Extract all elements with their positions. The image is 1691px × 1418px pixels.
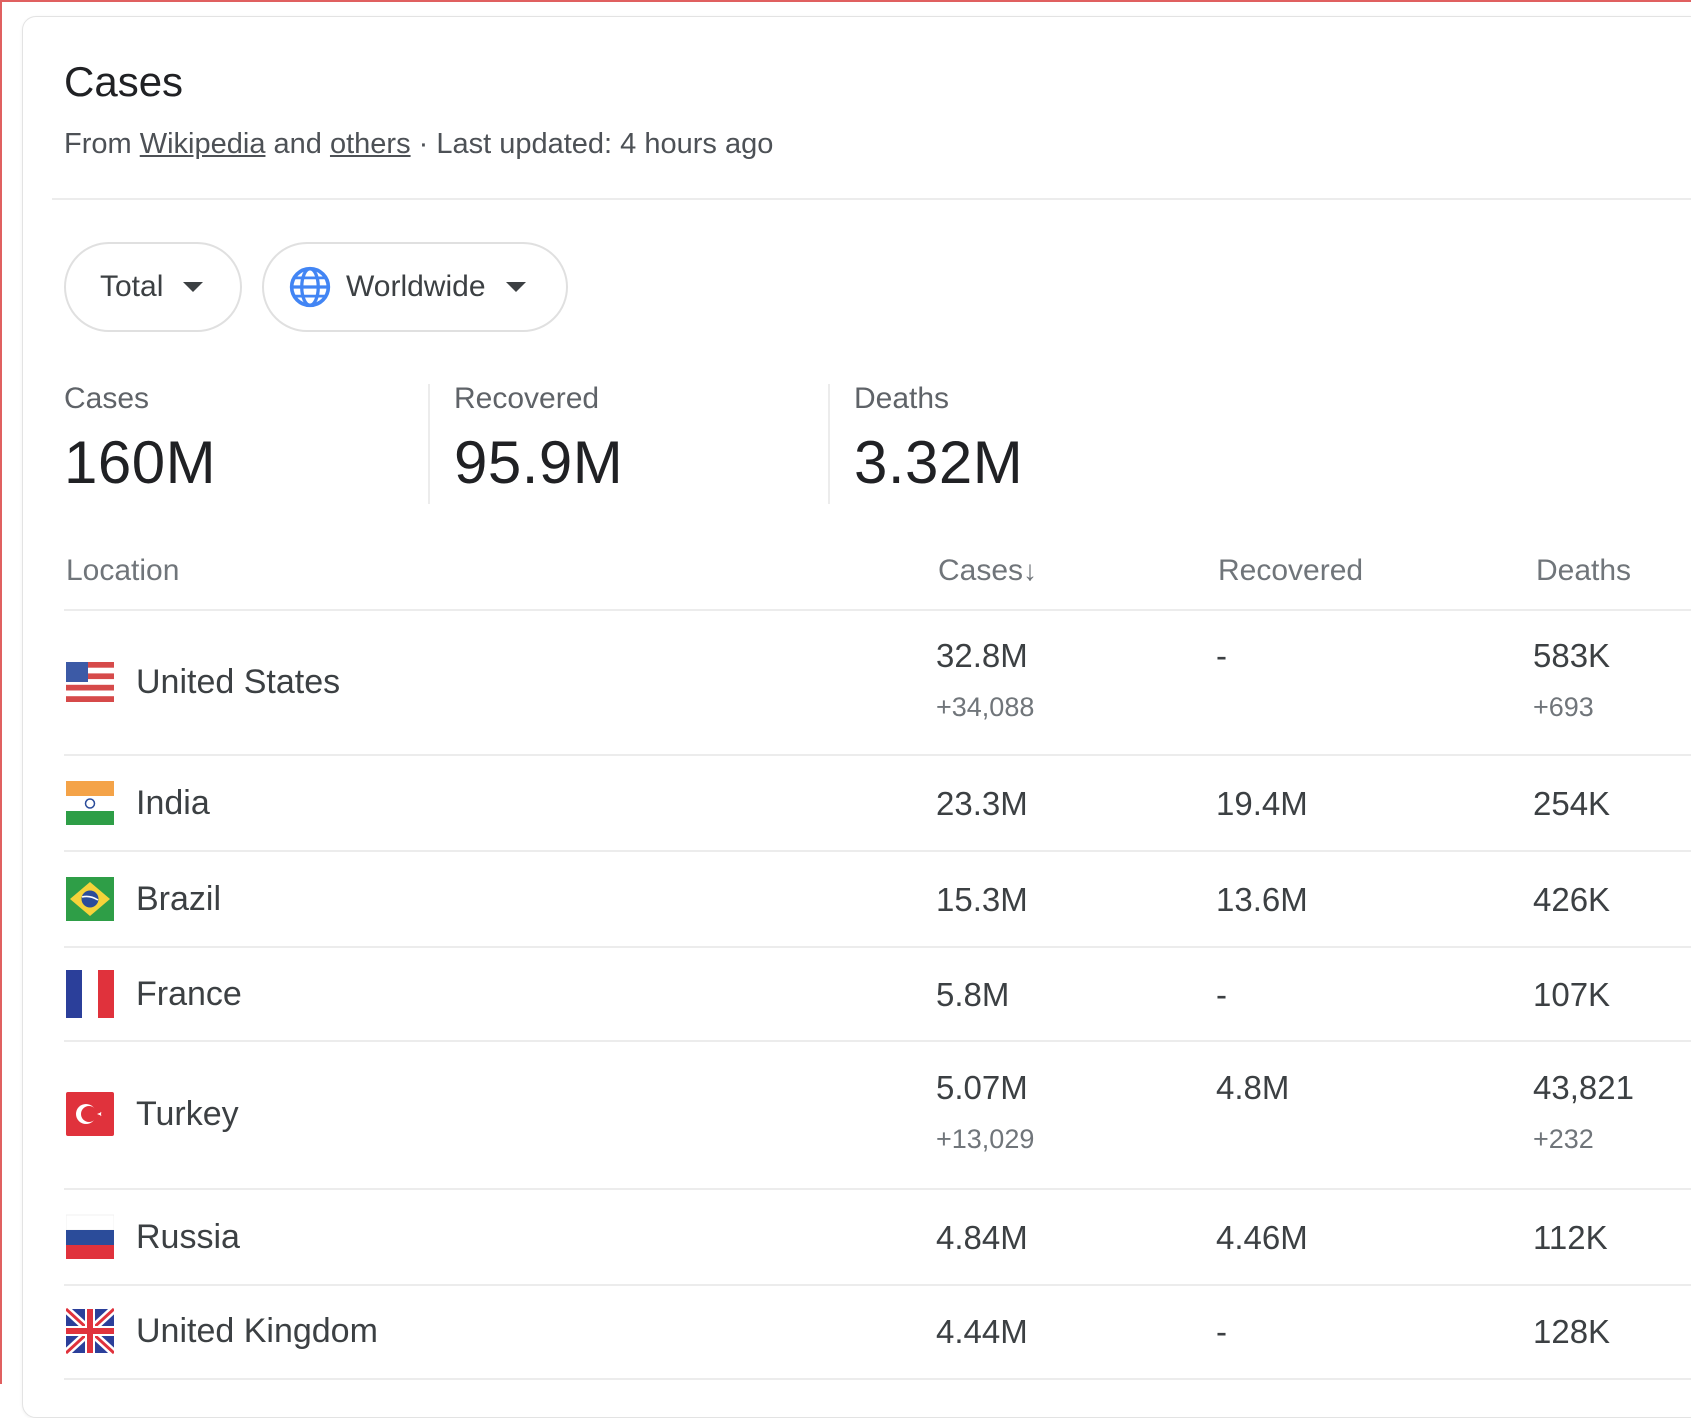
column-header-cases[interactable]: Cases↓ — [938, 554, 1037, 588]
location-name: India — [136, 784, 210, 822]
cases-value: 15.3M — [936, 881, 1028, 918]
cases-delta: +13,029 — [936, 1124, 1035, 1154]
wikipedia-link[interactable]: Wikipedia — [139, 128, 266, 160]
source-line: From Wikipedia and others · Last updated… — [64, 128, 773, 161]
cases-value: 5.07M — [936, 1069, 1028, 1106]
row-divider — [64, 609, 1691, 611]
frame-top-border — [0, 0, 1691, 2]
total-cases-stat: Cases 160M — [64, 382, 216, 497]
table-row[interactable]: United States 32.8M +34,088 - 583K +693 — [0, 611, 1691, 754]
location-name: Russia — [136, 1218, 240, 1256]
caret-down-icon — [505, 282, 526, 292]
recovered-value: 19.4M — [1216, 785, 1308, 822]
location-name: United States — [136, 663, 341, 701]
deaths-value: 426K — [1533, 881, 1611, 918]
cases-value: 5.8M — [936, 976, 1010, 1013]
cases-value: 4.44M — [936, 1313, 1028, 1350]
table-row[interactable]: Turkey 5.07M +13,029 4.8M 43,821 +232 — [0, 1042, 1691, 1188]
column-header-cases-label: Cases — [938, 554, 1024, 587]
stat-divider — [428, 384, 430, 504]
table-row[interactable]: Brazil 15.3M 13.6M 426K — [0, 852, 1691, 946]
russia-flag-icon — [66, 1214, 114, 1259]
table-row[interactable]: United Kingdom 4.44M - 128K — [0, 1286, 1691, 1380]
deaths-value: 43,821 — [1533, 1069, 1634, 1106]
source-and: and — [273, 128, 322, 160]
total-recovered-stat: Recovered 95.9M — [454, 382, 623, 497]
india-flag-icon — [66, 781, 114, 825]
cases-delta: +34,088 — [936, 692, 1035, 722]
arrow-down-icon: ↓ — [1023, 555, 1038, 586]
turkey-flag-icon — [66, 1092, 114, 1136]
deaths-value: 128K — [1533, 1313, 1611, 1350]
others-link[interactable]: others — [329, 128, 411, 160]
table-row[interactable]: France 5.8M - 107K — [0, 948, 1691, 1040]
region-dropdown-label: Worldwide — [346, 270, 486, 303]
row-divider — [64, 754, 1691, 756]
deaths-value: 583K — [1533, 637, 1611, 674]
deaths-delta: +232 — [1533, 1124, 1594, 1154]
total-deaths-label: Deaths — [854, 382, 950, 415]
total-cases-value: 160M — [64, 429, 217, 496]
caret-down-icon — [183, 282, 204, 292]
row-divider — [64, 946, 1691, 948]
card-title: Cases — [64, 58, 184, 105]
location-name: United Kingdom — [136, 1312, 378, 1350]
recovered-value: - — [1216, 1313, 1227, 1350]
total-deaths-value: 3.32M — [854, 429, 1024, 496]
table-row[interactable]: India 23.3M 19.4M 254K — [0, 756, 1691, 850]
total-cases-label: Cases — [64, 382, 150, 415]
uk-flag-icon — [66, 1307, 114, 1355]
row-divider — [64, 1040, 1691, 1042]
location-name: France — [136, 975, 242, 1013]
recovered-value: 4.8M — [1216, 1069, 1290, 1106]
frame-left-border — [0, 0, 2, 1384]
total-deaths-stat: Deaths 3.32M — [854, 382, 1023, 497]
row-divider — [64, 1284, 1691, 1286]
region-dropdown[interactable]: Worldwide — [262, 242, 568, 332]
deaths-delta: +693 — [1533, 692, 1594, 722]
column-header-deaths[interactable]: Deaths — [1536, 554, 1632, 587]
us-flag-icon — [66, 662, 114, 702]
total-recovered-value: 95.9M — [454, 429, 624, 496]
total-recovered-label: Recovered — [454, 382, 600, 415]
stat-divider — [828, 384, 830, 504]
source-prefix: From — [64, 128, 132, 160]
location-name: Brazil — [136, 880, 222, 918]
total-dropdown-label: Total — [100, 270, 164, 303]
location-name: Turkey — [136, 1095, 239, 1133]
recovered-value: - — [1216, 637, 1227, 674]
row-divider — [64, 850, 1691, 852]
cases-value: 23.3M — [936, 785, 1028, 822]
row-divider — [64, 1188, 1691, 1190]
table-row[interactable]: Russia 4.84M 4.46M 112K — [0, 1190, 1691, 1284]
globe-icon — [289, 266, 331, 308]
deaths-value: 112K — [1533, 1219, 1608, 1256]
header-divider — [52, 198, 1691, 200]
deaths-value: 107K — [1533, 976, 1611, 1013]
brazil-flag-icon — [66, 877, 114, 921]
last-updated: · Last updated: 4 hours ago — [418, 128, 774, 160]
france-flag-icon — [66, 970, 114, 1018]
cases-value: 32.8M — [936, 637, 1028, 674]
column-header-recovered[interactable]: Recovered — [1218, 554, 1364, 587]
recovered-value: 4.46M — [1216, 1219, 1308, 1256]
deaths-value: 254K — [1533, 785, 1611, 822]
recovered-value: 13.6M — [1216, 881, 1308, 918]
total-dropdown[interactable]: Total — [64, 242, 242, 332]
cases-value: 4.84M — [936, 1219, 1028, 1256]
row-divider — [64, 1378, 1691, 1380]
column-header-location[interactable]: Location — [66, 554, 180, 587]
recovered-value: - — [1216, 976, 1227, 1013]
